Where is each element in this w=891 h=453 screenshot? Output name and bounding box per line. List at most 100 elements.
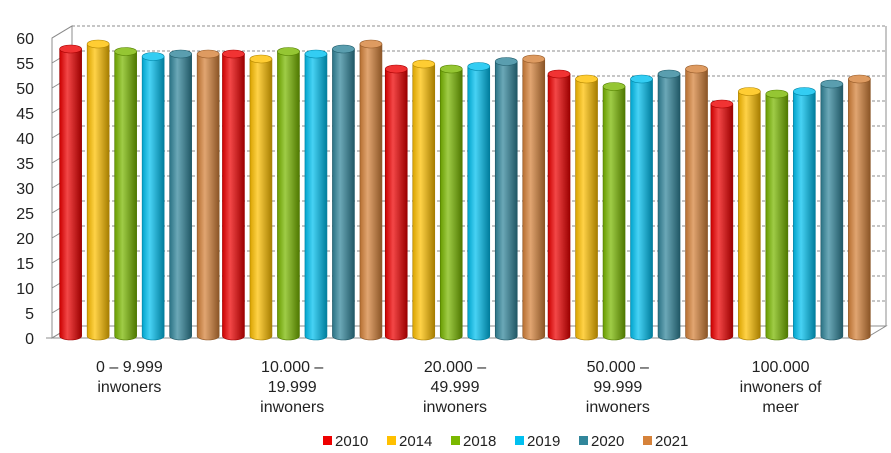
bar-body: [59, 48, 82, 341]
legend-item: 2018: [451, 433, 496, 450]
legend-item: 2010: [323, 433, 368, 450]
bar: [277, 47, 300, 341]
bar: [602, 82, 626, 341]
x-tick-label: 100.000 inwoners of meer: [740, 359, 822, 416]
bar: [547, 69, 571, 341]
bar-top: [765, 89, 789, 99]
bar-body: [738, 91, 761, 341]
bar-body: [467, 66, 491, 341]
bar-top: [575, 74, 598, 84]
bar-body: [412, 63, 436, 341]
bar-top: [222, 49, 245, 59]
bar: [848, 74, 871, 341]
bar: [332, 44, 355, 341]
bar-body: [196, 53, 220, 341]
bar-body: [602, 86, 626, 341]
bar-top: [249, 54, 273, 64]
bar: [494, 57, 518, 341]
legend-label: 2018: [463, 433, 496, 450]
bar-top: [141, 52, 165, 61]
legend-label: 2014: [399, 433, 432, 450]
bar-body: [332, 48, 355, 341]
y-tick-label: 50: [16, 81, 34, 98]
bar-body: [222, 53, 245, 341]
bar: [222, 49, 245, 341]
bar-top: [114, 47, 137, 56]
bar-body: [657, 73, 681, 341]
bar-body: [793, 91, 816, 341]
y-tick-label: 15: [16, 256, 34, 273]
bar: [630, 74, 653, 341]
bar-top: [710, 99, 734, 109]
bar-top: [332, 44, 355, 54]
bar-body: [575, 78, 598, 341]
bar: [141, 52, 165, 341]
bar-top: [602, 82, 626, 91]
bar-top: [522, 54, 546, 64]
bar: [384, 64, 408, 341]
bar: [196, 49, 220, 341]
bar: [114, 47, 137, 341]
bar-top: [59, 44, 82, 54]
y-tick-label: 30: [16, 181, 34, 198]
bar-body: [384, 68, 408, 341]
y-tick-label: 45: [16, 106, 34, 123]
bar-body: [848, 78, 871, 341]
bar-top: [657, 69, 681, 79]
bar: [439, 64, 463, 341]
bar-top: [685, 64, 708, 74]
bar: [685, 64, 708, 341]
legend-item: 2019: [515, 433, 560, 450]
bar: [412, 59, 436, 341]
legend-item: 2014: [387, 433, 432, 450]
y-tick-label: 25: [16, 206, 34, 223]
x-tick-label: 0 – 9.999 inwoners: [96, 359, 163, 396]
bar-body: [685, 68, 708, 341]
bar: [575, 74, 598, 341]
bar-body: [820, 83, 844, 341]
bar-top: [277, 47, 300, 56]
legend-swatch: [387, 436, 396, 445]
y-tick-label: 35: [16, 156, 34, 173]
x-tick-label: 20.000 –49.999 inwoners: [423, 359, 487, 416]
bar-body: [249, 58, 273, 341]
y-tick-label: 0: [25, 331, 34, 348]
y-tick-label: 5: [25, 306, 34, 323]
legend-swatch: [579, 436, 588, 445]
bar-top: [467, 62, 491, 71]
legend-label: 2020: [591, 433, 624, 450]
bar-body: [169, 53, 192, 341]
bar: [765, 89, 789, 341]
bar-body: [522, 58, 546, 341]
bar-top: [304, 49, 328, 59]
bar: [304, 49, 328, 341]
x-tick-label: 10.000 –19.999 inwoners: [260, 359, 324, 416]
bar-top: [169, 49, 192, 59]
bar: [657, 69, 681, 341]
bar-body: [86, 43, 110, 341]
bar-body: [547, 73, 571, 341]
bar-top: [793, 87, 816, 96]
bar-top: [412, 59, 436, 69]
legend-label: 2019: [527, 433, 560, 450]
bar: [820, 79, 844, 341]
x-tick-label: 50.000 –99.999 inwoners: [586, 359, 650, 416]
y-tick-label: 20: [16, 231, 34, 248]
bar-body: [494, 61, 518, 341]
bar-top: [359, 39, 383, 49]
y-tick-label: 10: [16, 281, 34, 298]
x-axis: 0 – 9.999 inwoners 10.000 –19.999 inwoners 2…: [96, 359, 822, 416]
bar: [86, 39, 110, 341]
legend-swatch: [515, 436, 524, 445]
bar-body: [630, 78, 653, 341]
legend: 2010 2014 2018 2019 2020 2021: [323, 433, 688, 450]
bar: [738, 87, 761, 341]
legend-item: 2020: [579, 433, 624, 450]
gridline-side: [51, 25, 73, 39]
bar: [169, 49, 192, 341]
bar-top: [630, 74, 653, 84]
bar: [359, 39, 383, 341]
y-tick-label: 40: [16, 131, 34, 148]
bar-top: [439, 64, 463, 74]
